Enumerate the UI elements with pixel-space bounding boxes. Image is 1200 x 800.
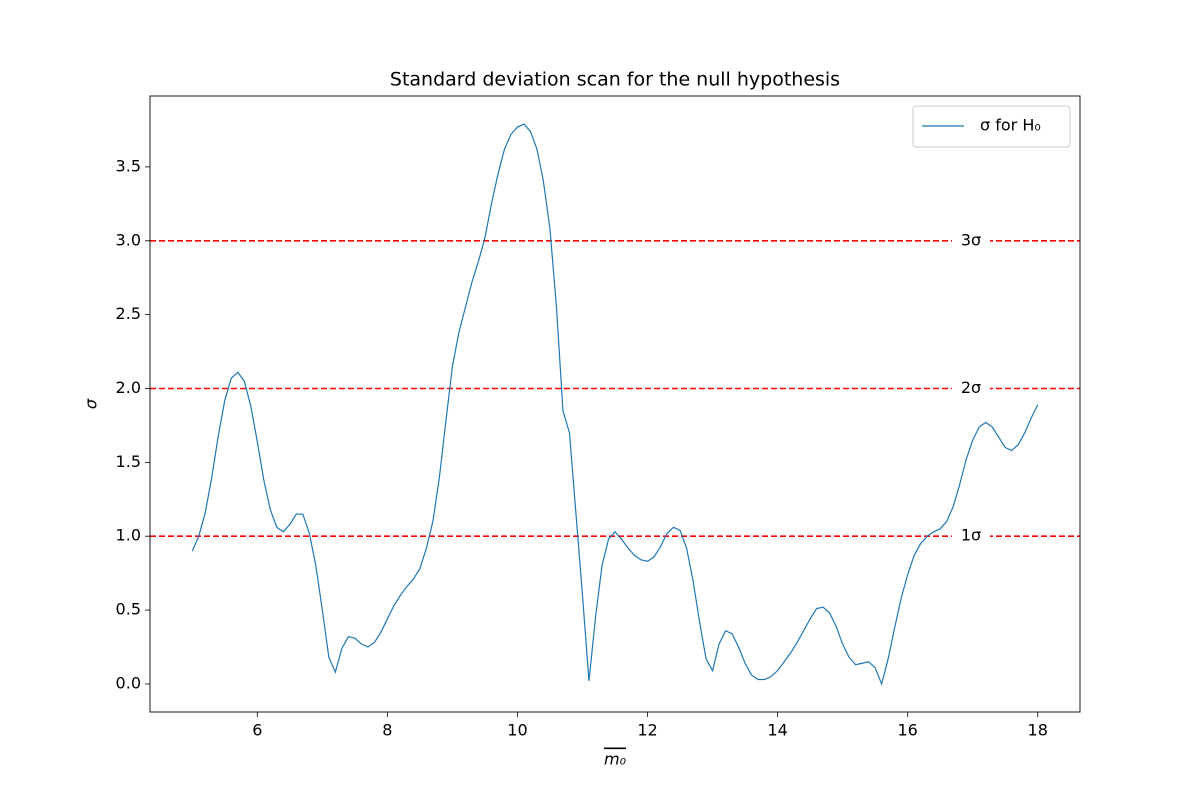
y-tick-label: 0.0: [116, 673, 141, 692]
y-axis-label: σ: [82, 398, 101, 409]
y-tick-label: 0.5: [116, 600, 141, 619]
x-tick-label: 10: [507, 721, 527, 740]
y-tick-label: 1.5: [116, 452, 141, 471]
reference-label: 1σ: [961, 526, 981, 545]
x-tick-label: 8: [382, 721, 392, 740]
data-line: [191, 123, 1039, 686]
reference-label-bg: [952, 377, 990, 400]
reference-label: 3σ: [961, 230, 981, 249]
legend-box: [912, 105, 1071, 148]
x-tick-label: 14: [767, 721, 787, 740]
y-tick-label: 2.0: [116, 378, 141, 397]
legend: σ for H₀: [912, 105, 1071, 148]
x-tick-label: 6: [252, 721, 262, 740]
plot-frame: [149, 95, 1081, 713]
reference-label: 2σ: [961, 378, 981, 397]
y-tick-label: 2.5: [116, 304, 141, 323]
reference-label-bg: [952, 229, 990, 252]
y-tick-label: 3.5: [116, 156, 141, 175]
x-tick-label: 12: [637, 721, 657, 740]
y-tick-label: 3.0: [116, 230, 141, 249]
x-tick-label: 16: [897, 721, 917, 740]
x-axis-label: m₀: [604, 750, 627, 769]
chart-title: Standard deviation scan for the null hyp…: [390, 69, 840, 91]
legend-label: σ for H₀: [980, 116, 1041, 135]
x-tick-label: 18: [1028, 721, 1048, 740]
reference-label-bg: [952, 525, 990, 548]
y-tick-label: 1.0: [116, 526, 141, 545]
